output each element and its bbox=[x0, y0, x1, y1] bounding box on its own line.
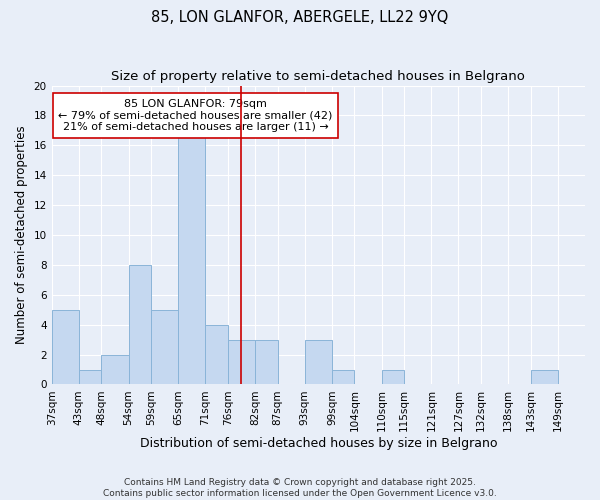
Text: 85, LON GLANFOR, ABERGELE, LL22 9YQ: 85, LON GLANFOR, ABERGELE, LL22 9YQ bbox=[151, 10, 449, 25]
Bar bbox=[79, 370, 101, 384]
Bar bbox=[382, 370, 404, 384]
Bar bbox=[255, 340, 278, 384]
Bar bbox=[128, 265, 151, 384]
Bar bbox=[178, 130, 205, 384]
Y-axis label: Number of semi-detached properties: Number of semi-detached properties bbox=[15, 126, 28, 344]
Bar bbox=[332, 370, 355, 384]
Bar bbox=[52, 310, 79, 384]
Title: Size of property relative to semi-detached houses in Belgrano: Size of property relative to semi-detach… bbox=[112, 70, 525, 83]
Bar bbox=[205, 324, 228, 384]
Text: 85 LON GLANFOR: 79sqm
← 79% of semi-detached houses are smaller (42)
21% of semi: 85 LON GLANFOR: 79sqm ← 79% of semi-deta… bbox=[58, 99, 333, 132]
X-axis label: Distribution of semi-detached houses by size in Belgrano: Distribution of semi-detached houses by … bbox=[140, 437, 497, 450]
Bar bbox=[305, 340, 332, 384]
Text: Contains HM Land Registry data © Crown copyright and database right 2025.
Contai: Contains HM Land Registry data © Crown c… bbox=[103, 478, 497, 498]
Bar bbox=[151, 310, 178, 384]
Bar bbox=[228, 340, 255, 384]
Bar bbox=[531, 370, 558, 384]
Bar bbox=[101, 354, 128, 384]
